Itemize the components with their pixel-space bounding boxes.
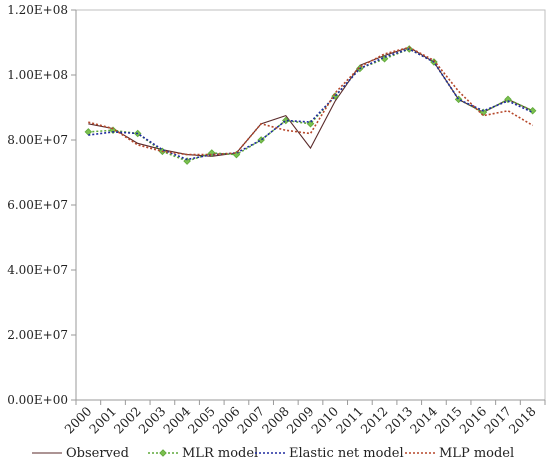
y-tick-label: 1.20E+08	[7, 3, 68, 17]
y-tick-label: 2.00E+07	[7, 328, 68, 342]
legend-item: Elastic net model	[255, 446, 404, 461]
x-axis-ticks: 2000200120022003200420052006200720082009…	[61, 400, 546, 437]
x-tick-label: 2013	[382, 403, 415, 436]
x-tick-label: 2018	[506, 403, 539, 436]
legend-item: Observed	[32, 446, 129, 461]
x-tick-label: 2014	[407, 403, 440, 436]
x-tick-label: 2011	[333, 404, 366, 437]
x-tick-label: 2008	[259, 403, 292, 436]
x-tick-label: 2001	[86, 404, 119, 437]
legend-label: MLR model	[182, 446, 258, 461]
plot-border	[75, 9, 546, 401]
legend-label: Elastic net model	[289, 446, 404, 461]
data-point-marker	[109, 126, 117, 135]
series-line	[88, 48, 534, 162]
x-tick-label: 2015	[432, 404, 465, 437]
data-point-marker	[454, 95, 463, 104]
x-tick-label: 2006	[209, 403, 242, 436]
x-tick-label: 2004	[160, 403, 193, 436]
legend-item: MLP model	[405, 446, 514, 461]
x-tick-label: 2016	[456, 403, 489, 436]
x-tick-label: 2009	[284, 403, 317, 436]
series-observed	[88, 46, 533, 157]
legend-item: MLR model	[148, 446, 258, 461]
x-tick-label: 2012	[358, 404, 391, 437]
y-axis-ticks: 0.00E+00 2.00E+07 4.00E+07 6.00E+07 8.00E+07…	[7, 3, 76, 407]
legend-marker	[159, 449, 167, 457]
y-tick-label: 6.00E+07	[7, 198, 68, 212]
data-point-marker	[84, 128, 93, 136]
y-tick-label: 4.00E+07	[7, 263, 68, 277]
data-point-marker	[183, 157, 191, 165]
legend-label: Observed	[66, 446, 129, 461]
legend-label: MLP model	[439, 446, 514, 461]
series-elastic-net-model	[88, 48, 534, 161]
y-tick-label: 8.00E+07	[7, 133, 68, 147]
x-tick-label: 2003	[135, 403, 168, 436]
legend: Observed MLR model Elastic net model MLP mo…	[32, 446, 514, 461]
series-mlr-model	[84, 45, 537, 165]
x-tick-label: 2017	[481, 403, 514, 436]
series-mlp-model	[88, 46, 534, 156]
data-point-marker	[528, 106, 537, 115]
x-tick-label: 2002	[111, 404, 144, 437]
x-tick-label: 2000	[61, 403, 94, 436]
plot-series	[84, 45, 537, 165]
axes	[75, 9, 546, 401]
x-tick-label: 2007	[234, 403, 267, 436]
y-tick-label: 0.00E+00	[7, 393, 68, 407]
x-tick-label: 2010	[308, 403, 341, 436]
series-line	[88, 48, 534, 161]
series-line	[88, 46, 533, 157]
y-tick-label: 1.00E+08	[7, 68, 68, 82]
x-tick-label: 2005	[185, 404, 218, 437]
series-line	[88, 46, 534, 156]
